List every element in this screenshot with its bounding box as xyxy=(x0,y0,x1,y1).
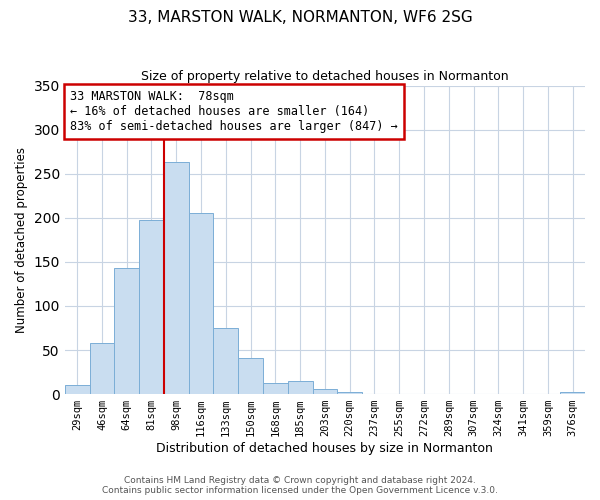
Text: 33 MARSTON WALK:  78sqm
← 16% of detached houses are smaller (164)
83% of semi-d: 33 MARSTON WALK: 78sqm ← 16% of detached… xyxy=(70,90,398,133)
Bar xyxy=(65,386,89,394)
Bar xyxy=(139,220,164,394)
X-axis label: Distribution of detached houses by size in Normanton: Distribution of detached houses by size … xyxy=(157,442,493,455)
Bar xyxy=(115,268,139,394)
Bar xyxy=(560,392,585,394)
Bar xyxy=(337,392,362,394)
Text: Contains HM Land Registry data © Crown copyright and database right 2024.
Contai: Contains HM Land Registry data © Crown c… xyxy=(102,476,498,495)
Bar xyxy=(89,343,115,394)
Bar xyxy=(164,162,188,394)
Bar xyxy=(263,382,288,394)
Bar xyxy=(188,214,214,394)
Title: Size of property relative to detached houses in Normanton: Size of property relative to detached ho… xyxy=(141,70,509,83)
Bar xyxy=(214,328,238,394)
Bar xyxy=(238,358,263,394)
Bar xyxy=(288,381,313,394)
Bar xyxy=(313,389,337,394)
Text: 33, MARSTON WALK, NORMANTON, WF6 2SG: 33, MARSTON WALK, NORMANTON, WF6 2SG xyxy=(128,10,472,25)
Y-axis label: Number of detached properties: Number of detached properties xyxy=(15,147,28,333)
